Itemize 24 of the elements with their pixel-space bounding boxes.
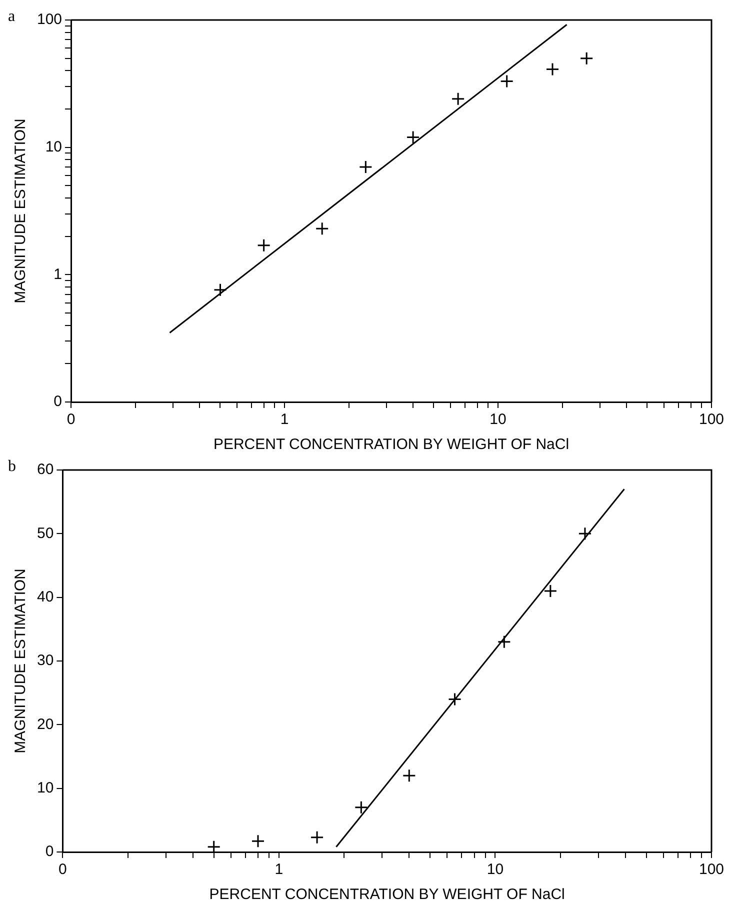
y-tick-label: 0: [45, 843, 54, 860]
x-tick-label: 10: [490, 411, 506, 428]
y-tick-label: 50: [36, 524, 54, 542]
x-tick-label: 1: [274, 861, 284, 878]
x-tick-label: 100: [698, 861, 724, 878]
x-axis-title: PERCENT CONCENTRATION BY WEIGHT OF NaCl: [213, 436, 570, 454]
y-tick-label: 30: [36, 652, 54, 670]
y-tick-label: 1: [54, 266, 62, 283]
x-axis-title: PERCENT CONCENTRATION BY WEIGHT OF NaCl: [209, 886, 565, 904]
y-tick-label: 40: [36, 588, 54, 606]
text: a: [8, 8, 16, 26]
x-tick-label: 100: [698, 411, 724, 428]
text: b: [8, 458, 16, 476]
y-axis-title: MAGNITUDE ESTIMATION: [12, 568, 30, 754]
x-tick-label: 1: [280, 411, 289, 428]
y-tick-label: 20: [36, 716, 54, 733]
x-tick-label: 10: [486, 861, 504, 878]
y-tick-label: 60: [36, 461, 54, 478]
y-tick-label: 10: [36, 779, 54, 796]
y-tick-label: 100: [36, 11, 62, 28]
x-tick-label: 0: [66, 411, 76, 428]
y-tick-label: 0: [54, 393, 62, 410]
y-axis-title: MAGNITUDE ESTIMATION: [12, 118, 30, 304]
y-tick-label: 10: [45, 138, 62, 156]
